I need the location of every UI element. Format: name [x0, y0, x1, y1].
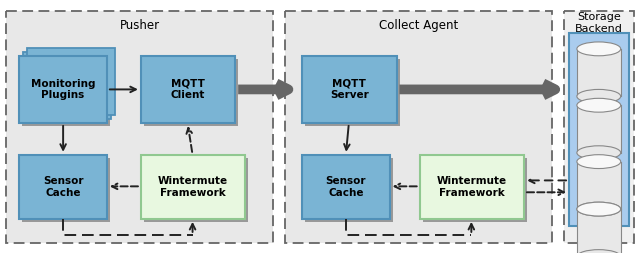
FancyBboxPatch shape	[22, 158, 110, 222]
FancyBboxPatch shape	[144, 59, 238, 126]
FancyBboxPatch shape	[420, 155, 524, 219]
Ellipse shape	[577, 42, 621, 56]
FancyBboxPatch shape	[305, 158, 393, 222]
FancyBboxPatch shape	[141, 56, 236, 123]
FancyBboxPatch shape	[144, 158, 248, 222]
FancyBboxPatch shape	[302, 155, 390, 219]
Text: Collect Agent: Collect Agent	[379, 19, 458, 32]
Ellipse shape	[577, 146, 621, 160]
FancyBboxPatch shape	[23, 52, 111, 119]
Bar	[577, 105, 621, 153]
Ellipse shape	[577, 250, 621, 254]
Bar	[577, 162, 621, 209]
Ellipse shape	[577, 98, 621, 112]
Ellipse shape	[577, 202, 621, 216]
FancyBboxPatch shape	[302, 56, 397, 123]
Text: Wintermute
Framework: Wintermute Framework	[158, 176, 228, 198]
Ellipse shape	[577, 89, 621, 103]
Bar	[564, 11, 634, 243]
Text: Pusher: Pusher	[120, 19, 160, 32]
Text: MQTT
Client: MQTT Client	[171, 79, 205, 100]
Bar	[577, 209, 621, 254]
Text: Monitoring
Plugins: Monitoring Plugins	[31, 79, 95, 100]
FancyBboxPatch shape	[22, 59, 110, 126]
Bar	[569, 33, 628, 226]
FancyBboxPatch shape	[422, 158, 527, 222]
Bar	[285, 11, 552, 243]
Text: Storage
Backend: Storage Backend	[575, 12, 623, 34]
Bar	[577, 49, 621, 96]
Text: Sensor
Cache: Sensor Cache	[326, 176, 366, 198]
Ellipse shape	[577, 202, 621, 216]
FancyBboxPatch shape	[305, 59, 399, 126]
FancyBboxPatch shape	[19, 155, 107, 219]
FancyBboxPatch shape	[19, 56, 107, 123]
FancyBboxPatch shape	[28, 48, 115, 115]
Text: MQTT
Server: MQTT Server	[330, 79, 369, 100]
Text: Sensor
Cache: Sensor Cache	[43, 176, 83, 198]
Ellipse shape	[577, 155, 621, 169]
Text: Wintermute
Framework: Wintermute Framework	[436, 176, 507, 198]
FancyBboxPatch shape	[141, 155, 245, 219]
Bar	[6, 11, 273, 243]
